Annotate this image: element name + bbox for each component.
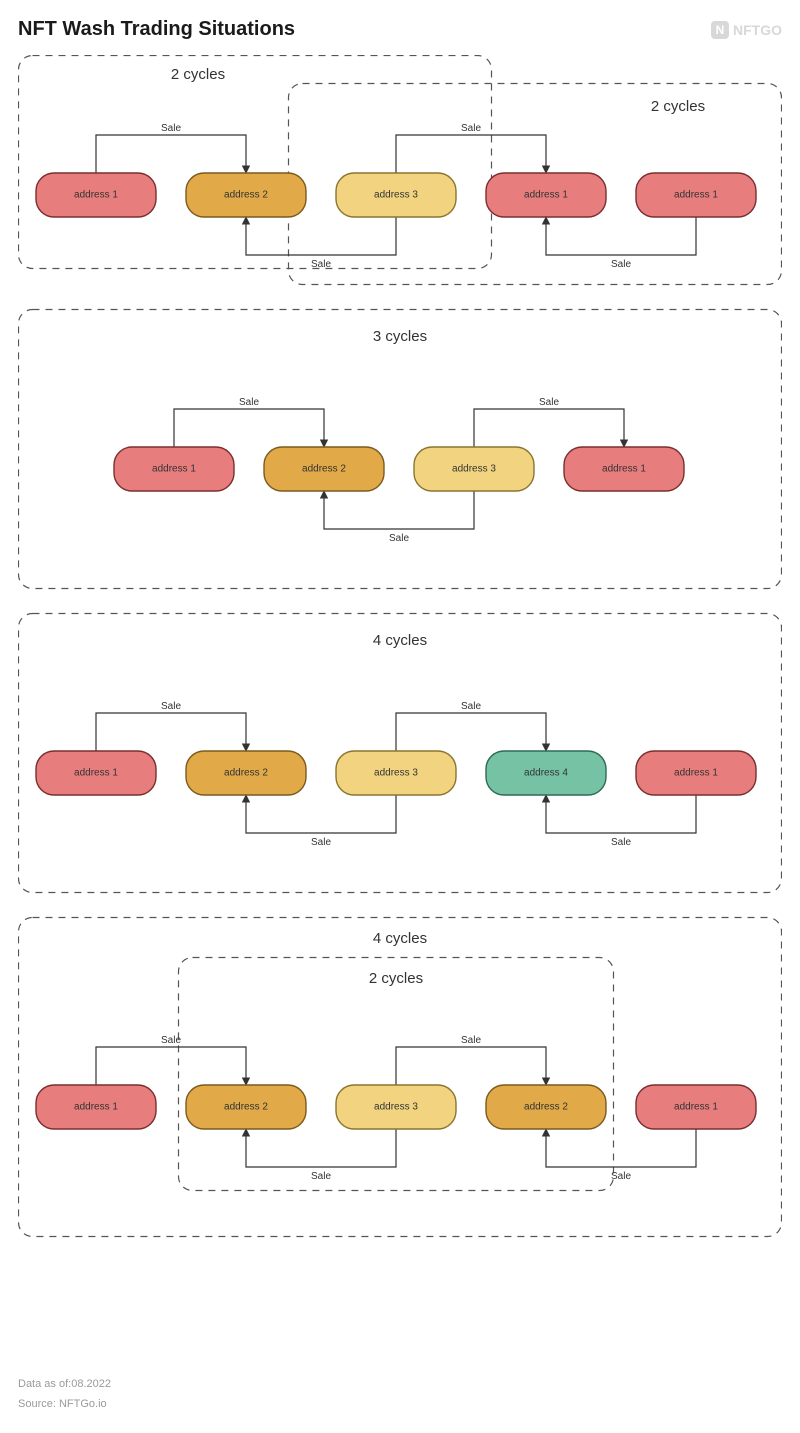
edge-label: Sale [311, 1171, 331, 1182]
page-title: NFT Wash Trading Situations [18, 18, 295, 41]
sale-edge [96, 713, 246, 751]
address-label: address 3 [374, 1102, 418, 1113]
address-label: address 2 [224, 1102, 268, 1113]
brand-logo: N NFTGO [711, 21, 782, 39]
sale-edge [396, 713, 546, 751]
edge-label: Sale [161, 123, 181, 134]
footer-source: Source: NFTGo.io [18, 1395, 782, 1415]
footer: Data as of:08.2022 Source: NFTGo.io [18, 1375, 782, 1415]
edge-label: Sale [611, 1171, 631, 1182]
edge-label: Sale [161, 1035, 181, 1046]
cycle-boundary [19, 56, 492, 269]
footer-date: Data as of:08.2022 [18, 1375, 782, 1395]
address-label: address 1 [524, 190, 568, 201]
sale-edge [546, 795, 696, 833]
cycle-label: 4 cycles [373, 632, 427, 649]
sale-edge [546, 1129, 696, 1167]
logo-icon: N [711, 21, 729, 39]
edge-label: Sale [389, 533, 409, 544]
cycle-label: 3 cycles [373, 328, 427, 345]
logo-text: NFTGO [733, 22, 782, 38]
address-label: address 1 [674, 1102, 718, 1113]
address-label: address 2 [524, 1102, 568, 1113]
sale-edge [246, 795, 396, 833]
sale-edge [396, 135, 546, 173]
sale-edge [246, 217, 396, 255]
address-label: address 2 [302, 464, 346, 475]
cycle-label: 2 cycles [651, 98, 705, 115]
address-label: address 1 [74, 190, 118, 201]
cycle-label: 4 cycles [373, 930, 427, 947]
edge-label: Sale [461, 123, 481, 134]
address-label: address 4 [524, 768, 568, 779]
edge-label: Sale [461, 701, 481, 712]
address-label: address 1 [152, 464, 196, 475]
address-label: address 3 [452, 464, 496, 475]
address-label: address 1 [674, 190, 718, 201]
cycle-label: 2 cycles [171, 66, 225, 83]
edge-label: Sale [611, 837, 631, 848]
address-label: address 3 [374, 190, 418, 201]
edge-label: Sale [461, 1035, 481, 1046]
address-label: address 1 [74, 768, 118, 779]
sale-edge [546, 217, 696, 255]
diagram-canvas: 2 cycles 2 cycles Sale Sale Sale Sale address … [18, 55, 782, 1365]
header: NFT Wash Trading Situations N NFTGO [18, 18, 782, 41]
edge-label: Sale [311, 259, 331, 270]
edge-label: Sale [161, 701, 181, 712]
address-label: address 2 [224, 190, 268, 201]
edge-label: Sale [239, 397, 259, 408]
sale-edge [246, 1129, 396, 1167]
edge-label: Sale [611, 259, 631, 270]
cycle-boundary [19, 918, 782, 1237]
address-label: address 1 [674, 768, 718, 779]
edge-label: Sale [539, 397, 559, 408]
edge-label: Sale [311, 837, 331, 848]
address-label: address 1 [74, 1102, 118, 1113]
sale-edge [96, 1047, 246, 1085]
sale-edge [396, 1047, 546, 1085]
address-label: address 3 [374, 768, 418, 779]
sale-edge [324, 491, 474, 529]
sale-edge [174, 409, 324, 447]
address-label: address 2 [224, 768, 268, 779]
sale-edge [474, 409, 624, 447]
address-label: address 1 [602, 464, 646, 475]
diagram-svg: 2 cycles 2 cycles Sale Sale Sale Sale address … [18, 55, 782, 1365]
sale-edge [96, 135, 246, 173]
cycle-label: 2 cycles [369, 970, 423, 987]
